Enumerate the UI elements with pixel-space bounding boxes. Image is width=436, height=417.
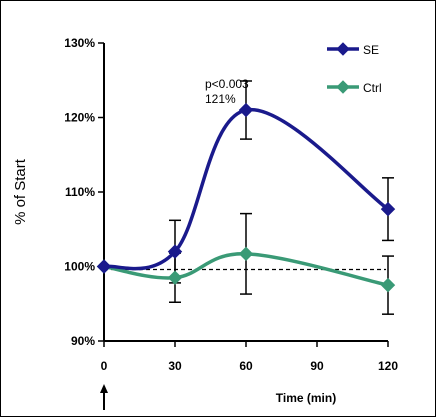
y-tick-label: 100% [64, 260, 95, 274]
x-tick-label: 90 [310, 359, 324, 373]
legend-label-se: SE [363, 43, 379, 57]
data-point-se [380, 201, 396, 217]
up-arrow-head [100, 384, 108, 393]
data-point-se [96, 259, 112, 274]
data-point-ctrl [238, 246, 254, 262]
y-tick-label: 90% [71, 334, 95, 348]
y-tick-label: 130% [64, 36, 95, 50]
up-arrow-icon [100, 384, 108, 410]
series-line-se [103, 108, 390, 271]
legend-label-ctrl: Ctrl [363, 81, 382, 95]
y-tick-label: 120% [64, 111, 95, 125]
data-point-ctrl [380, 277, 396, 293]
data-point-se [238, 102, 254, 118]
legend-marker-se [336, 42, 350, 56]
y-axis-title: % of Start [12, 158, 29, 225]
legend-marker-ctrl [336, 80, 350, 94]
annotation-text: 121% [205, 92, 236, 106]
x-tick-label: 30 [168, 359, 182, 373]
x-tick-label: 60 [239, 359, 253, 373]
x-tick-label: 120 [378, 359, 398, 373]
x-axis-title: Time (min) [276, 391, 336, 405]
x-tick-label: 0 [101, 359, 108, 373]
data-point-se [167, 244, 183, 259]
series-line-ctrl [103, 252, 389, 287]
annotation-text: p<0.003 [205, 77, 249, 91]
y-tick-label: 110% [65, 185, 95, 199]
data-point-ctrl [167, 270, 183, 285]
